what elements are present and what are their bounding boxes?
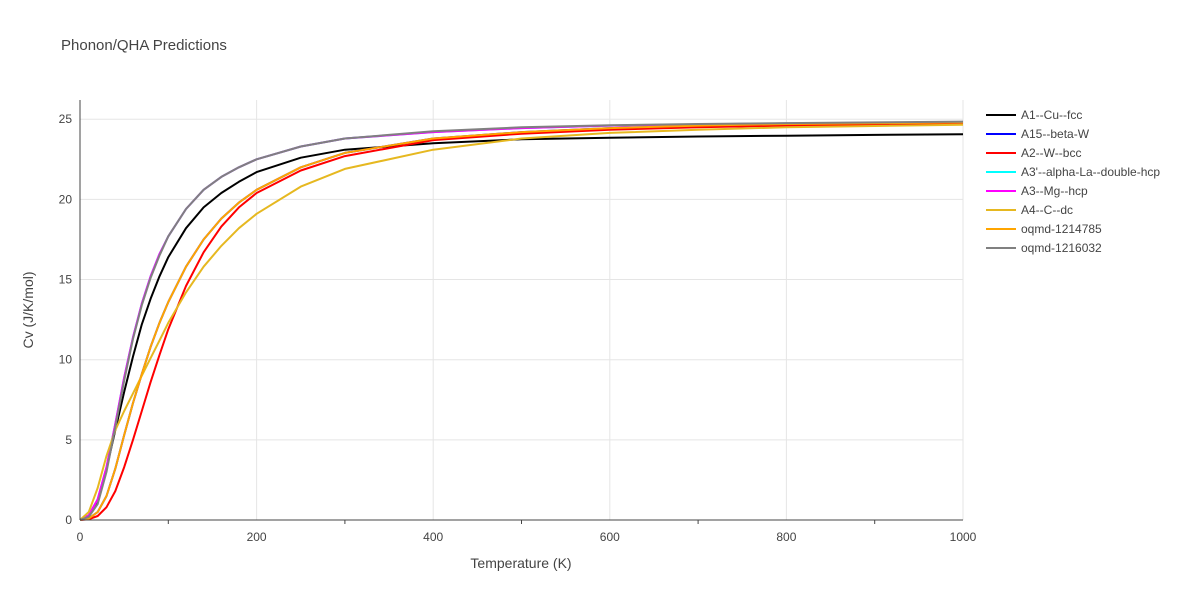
y-tick-label: 15 [59, 273, 73, 287]
legend-label: oqmd-1214785 [1021, 222, 1102, 236]
chart-title: Phonon/QHA Predictions [61, 37, 227, 54]
grid-lines [80, 100, 964, 520]
series-line-6 [79, 121, 964, 521]
x-tick-label: 0 [77, 530, 84, 544]
series-line-2 [79, 123, 964, 521]
legend: A1--Cu--fcc A15--beta-W A2--W--bcc A3'--alp… [986, 108, 1160, 255]
legend-label: A1--Cu--fcc [1021, 108, 1082, 122]
legend-item[interactable]: oqmd-1214785 [986, 222, 1102, 236]
legend-label: A15--beta-W [1021, 127, 1090, 141]
legend-item[interactable]: A3'--alpha-La--double-hcp [986, 165, 1160, 179]
legend-item[interactable]: A3--Mg--hcp [986, 184, 1088, 198]
series-line-1 [79, 121, 964, 521]
x-tick-label: 400 [423, 530, 443, 544]
y-tick-label: 0 [65, 513, 72, 527]
x-tick-label: 200 [247, 530, 267, 544]
series-line-3 [79, 121, 964, 521]
legend-label: A2--W--bcc [1021, 146, 1081, 160]
series-lines [79, 120, 964, 521]
axes: 0 200 400 600 800 1000 0 5 10 15 20 25 [59, 100, 977, 544]
legend-item[interactable]: A1--Cu--fcc [986, 108, 1082, 122]
x-axis-title: Temperature (K) [470, 555, 571, 571]
legend-label: A4--C--dc [1021, 203, 1073, 217]
legend-label: A3--Mg--hcp [1021, 184, 1088, 198]
x-tick-label: 1000 [950, 530, 977, 544]
legend-item[interactable]: oqmd-1216032 [986, 241, 1102, 255]
y-tick-label: 25 [59, 112, 73, 126]
legend-item[interactable]: A4--C--dc [986, 203, 1073, 217]
legend-item[interactable]: A2--W--bcc [986, 146, 1081, 160]
legend-label: oqmd-1216032 [1021, 241, 1102, 255]
y-tick-label: 5 [65, 433, 72, 447]
series-line-7 [79, 120, 964, 521]
y-tick-label: 20 [59, 192, 73, 206]
x-tick-label: 800 [776, 530, 796, 544]
series-line-4 [79, 121, 964, 521]
legend-label: A3'--alpha-La--double-hcp [1021, 165, 1160, 179]
legend-item[interactable]: A15--beta-W [986, 127, 1090, 141]
series-line-0 [79, 133, 964, 521]
x-tick-label: 600 [600, 530, 620, 544]
y-axis-title: Cv (J/K/mol) [20, 272, 36, 349]
y-tick-label: 10 [59, 353, 73, 367]
